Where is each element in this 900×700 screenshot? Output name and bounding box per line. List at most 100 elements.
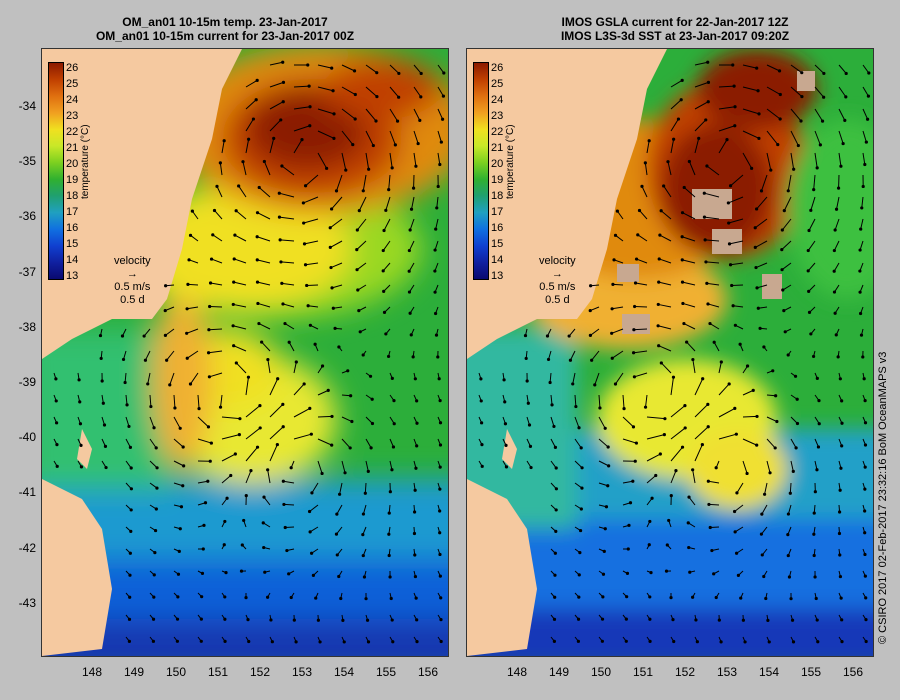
current-arrow-head [577,426,581,430]
current-arrow [329,218,343,229]
current-arrow-head [281,100,285,104]
current-arrow-head [679,98,683,102]
current-arrow [598,460,609,467]
current-arrow [293,407,311,418]
current-arrow-head [732,509,737,514]
x-tick-label: 152 [249,665,271,679]
current-arrow-head [809,208,813,212]
current-arrow-head [306,304,310,308]
current-arrow-head [186,282,190,286]
current-arrow-head [838,574,843,579]
current-arrow-head [858,311,863,316]
current-arrow [304,240,319,245]
current-arrow-head [781,288,785,292]
current-arrow [718,407,736,418]
current-arrow [790,460,794,472]
current-arrow [187,306,199,310]
current-arrow-head [836,355,840,359]
current-arrow-head [523,333,528,338]
current-arrow [692,469,696,484]
current-arrow-head [270,640,274,644]
current-arrow-head [330,286,334,290]
current-arrow-head [771,369,775,373]
current-arrow-head [438,162,442,167]
current-arrow-head [246,375,251,379]
current-arrow-head [223,595,227,599]
current-arrow-head [662,184,666,188]
colorbar-tick-label: 20 [66,158,79,170]
x-tick-label: 150 [590,665,612,679]
current-arrow [660,362,672,374]
x-tick-label: 155 [375,665,397,679]
current-arrow-head [307,509,312,514]
current-arrow [279,192,295,198]
current-arrow-head [190,209,194,213]
current-arrow [612,306,624,310]
current-arrow-head [706,425,710,429]
current-arrow-head [438,421,443,425]
current-arrow-head [128,573,132,577]
current-arrow-head [342,640,346,644]
current-arrow-head [864,140,868,144]
current-arrow-head [397,71,401,76]
current-arrow [197,480,208,484]
current-arrow-head [438,443,443,447]
current-arrow-head [391,640,395,644]
current-arrow-head [289,466,293,470]
current-arrow-head [357,309,361,313]
current-arrow-head [349,394,353,398]
current-arrow [670,377,674,396]
current-arrow-head [313,342,317,346]
current-arrow [706,165,720,176]
current-arrow-head [411,186,416,190]
current-arrow-head [244,596,248,600]
current-arrow-head [142,334,146,338]
current-arrow [435,218,439,230]
velocity-label: velocity [114,255,151,267]
current-arrow-head [387,188,391,192]
current-arrow-head [333,326,337,330]
current-arrow [389,152,393,168]
current-arrow [216,186,223,198]
current-arrow [742,108,760,115]
current-arrow [766,108,781,120]
current-arrow [590,328,600,336]
current-arrow-head [863,399,867,403]
current-arrow-head [353,92,357,97]
current-arrow-head [102,423,107,427]
current-arrow-head [206,351,211,355]
current-arrow [293,383,305,396]
current-arrow [670,470,677,484]
current-arrow-head [647,139,651,143]
current-arrow-head [680,258,684,262]
current-arrow [258,187,271,198]
current-arrow [221,475,232,484]
current-arrow [263,496,271,506]
current-arrow-head [247,639,251,644]
current-arrow-head [593,383,597,387]
current-arrow-head [862,377,866,381]
current-arrow [235,210,247,220]
land-island [502,429,517,469]
current-arrow-head [844,95,848,99]
current-arrow [219,162,223,176]
current-arrow [311,482,319,494]
colorbar-tick-label: 21 [491,142,504,154]
current-arrow [190,372,199,385]
current-arrow-head [604,505,609,509]
colorbar-title: temperature (°C) [505,124,516,199]
current-arrow [730,262,744,266]
current-arrow-head [480,421,484,425]
current-arrow-head [625,571,630,575]
current-arrow [232,325,247,330]
current-arrow [356,218,367,231]
current-arrow-head [794,446,798,450]
current-arrow [341,108,356,120]
current-arrow-head [763,492,767,496]
current-arrow [764,482,768,495]
current-arrow-head [154,507,158,511]
current-arrow-head [680,445,685,449]
current-arrow-head [389,596,393,601]
current-arrow [790,108,802,122]
current-arrow [644,162,648,176]
